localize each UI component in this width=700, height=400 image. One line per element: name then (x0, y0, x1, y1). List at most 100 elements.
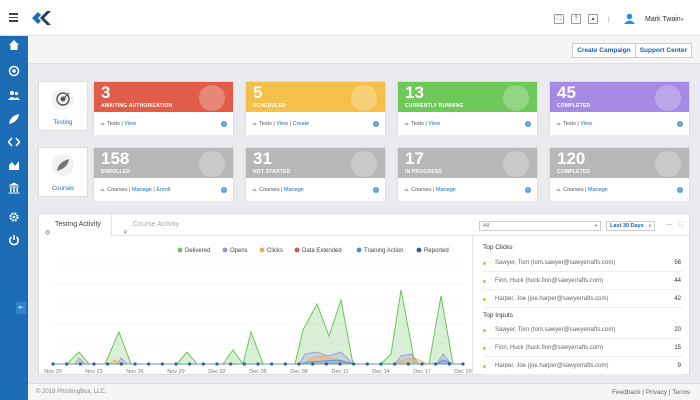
card-count: 5 (253, 83, 263, 102)
info-icon[interactable]: i (373, 121, 379, 127)
card-link[interactable]: View (428, 121, 441, 127)
code-icon[interactable] (8, 136, 20, 148)
courses-icon: ❧ (252, 122, 258, 128)
card-footer: ❧ Tests | View | Create i (246, 112, 385, 135)
fullscreen-icon[interactable]: ⛶ (554, 14, 564, 24)
card-header: 45 COMPLETED (550, 82, 689, 112)
footer-links: Feedback | Privacy | Terms (611, 389, 690, 396)
testing-card[interactable]: 3 AWAITING AUTHORIZATION ❧ Tests | View i (93, 81, 234, 135)
list-item-count: 56 (674, 260, 681, 266)
user-name[interactable]: Mark Twain (645, 16, 681, 23)
create-campaign-button[interactable]: Create Campaign (577, 47, 631, 54)
activity-chart: Delivered Opens Clicks Data Extended Trainin… (39, 236, 473, 376)
card-link[interactable]: Manage (283, 187, 304, 193)
watermark-icon (351, 151, 377, 177)
testing-card[interactable]: 5 SCHEDULED ❧ Tests | View | Create i (245, 81, 386, 135)
info-icon[interactable]: i (525, 121, 531, 127)
tab-testing-activity[interactable]: ◎ Testing Activity (39, 214, 112, 236)
card-link[interactable]: Create (292, 121, 310, 127)
list-item-name: Finn, Huck (huck.finn@sawyerrafts.com) (495, 278, 604, 284)
privacy-link[interactable]: Privacy (645, 389, 668, 396)
courses-section-label[interactable]: Courses (38, 147, 88, 197)
data-point (270, 362, 274, 366)
card-count: 120 (557, 149, 586, 168)
terms-link[interactable]: Terms (672, 389, 690, 396)
card-link[interactable]: View (124, 121, 137, 127)
x-tick-label: Dec 14 (372, 369, 389, 375)
expand-icon[interactable]: ⛶ (679, 222, 684, 228)
card-footer: ❧ Courses | Manage i (246, 178, 385, 201)
help-icon[interactable]: ? (571, 14, 581, 24)
courses-icon[interactable] (8, 113, 20, 125)
card-links: Tests | View (107, 121, 137, 127)
reports-icon[interactable] (8, 159, 20, 171)
filter-select[interactable]: All ▼ (479, 221, 601, 231)
data-point (406, 362, 410, 366)
data-point (283, 362, 287, 366)
card-footer: ❧ Courses | Manage i (398, 178, 537, 201)
courses-card[interactable]: 17 IN PROGRESS ❧ Courses | Manage i (397, 147, 538, 201)
settings-icon[interactable] (8, 211, 20, 223)
testing-card[interactable]: 13 CURRENTLY RUNNING ❧ Tests | View i (397, 81, 538, 135)
card-link[interactable]: Manage (435, 187, 456, 193)
card-link[interactable]: Manage (131, 187, 152, 193)
list-item[interactable]: Harper, Joe (joe.harper@sawyerrafts.com)… (483, 292, 683, 308)
list-item[interactable]: Finn, Huck (huck.finn@sawyerrafts.com) 15 (483, 341, 683, 357)
dashboard-icon[interactable] (8, 39, 20, 51)
top-lists: Top Clicks Sawyer, Tom (tom.sawyer@sawye… (475, 236, 691, 376)
date-range-select[interactable]: Last 30 Days ▼ (606, 221, 655, 231)
list-item[interactable]: Harper, Joe (joe.harper@sawyerrafts.com)… (483, 359, 683, 375)
collapse-icon[interactable]: ⇤ (16, 302, 26, 314)
data-point (338, 362, 342, 366)
testing-card[interactable]: 45 COMPLETED ❧ Tests | View i (549, 81, 690, 135)
data-point (188, 362, 192, 366)
card-links: Tests | View (411, 121, 441, 127)
card-header: 120 COMPLETED (550, 148, 689, 178)
logo-icon[interactable] (32, 11, 52, 25)
institution-icon[interactable] (8, 182, 20, 194)
target-icon[interactable] (8, 65, 20, 77)
card-footer: ❧ Tests | View i (398, 112, 537, 135)
x-tick-label: Dec 20 (454, 369, 471, 375)
card-count: 17 (405, 149, 424, 168)
feedback-link[interactable]: Feedback (611, 389, 641, 396)
list-item[interactable]: Finn, Huck (huck.finn@sawyerrafts.com) 44 (483, 274, 683, 290)
courses-card[interactable]: 120 COMPLETED ❧ Courses | Manage i (549, 147, 690, 201)
card-header: 17 IN PROGRESS (398, 148, 537, 178)
chevron-down-icon[interactable]: ▾ (681, 17, 684, 23)
tab-course-activity[interactable]: ❦ Course Activity (117, 214, 189, 236)
users-icon[interactable] (8, 89, 20, 101)
courses-icon: ❧ (404, 188, 410, 194)
x-tick-label: Nov 29 (167, 369, 184, 375)
courses-icon (52, 154, 74, 176)
card-link[interactable]: View (580, 121, 593, 127)
courses-card[interactable]: 158 ENROLLED ❧ Courses | Manage | Enroll i (93, 147, 234, 201)
card-link[interactable]: View (276, 121, 289, 127)
info-icon[interactable]: i (677, 121, 683, 127)
card-link[interactable]: Manage (587, 187, 608, 193)
list-item[interactable]: Sawyer, Tom (tom.sawyer@sawyerrafts.com)… (483, 256, 683, 272)
minimize-icon[interactable]: — (666, 222, 672, 228)
menu-icon[interactable] (9, 13, 18, 22)
x-tick-label: Dec 08 (290, 369, 307, 375)
card-links: Courses | Manage (563, 187, 608, 193)
info-icon[interactable]: i (525, 187, 531, 193)
alert-icon[interactable]: ▴ (588, 14, 598, 24)
card-link[interactable]: Enroll (156, 187, 171, 193)
support-center-button[interactable]: Support Center (634, 44, 691, 57)
info-icon[interactable]: i (221, 121, 227, 127)
info-icon[interactable]: i (221, 187, 227, 193)
legend-marker (177, 247, 183, 253)
courses-icon: ❧ (100, 122, 106, 128)
list-item[interactable]: Sawyer, Tom (tom.sawyer@sawyerrafts.com)… (483, 323, 683, 339)
info-icon[interactable]: i (677, 187, 683, 193)
power-icon[interactable] (8, 234, 20, 246)
activity-panel: ◎ Testing Activity ❦ Course Activity All… (38, 213, 691, 376)
user-icon[interactable] (624, 13, 635, 24)
courses-card[interactable]: 31 NOT STARTED ❧ Courses | Manage i (245, 147, 386, 201)
testing-section-label[interactable]: Testing (38, 81, 88, 131)
card-title: AWAITING AUTHORIZATION (101, 103, 173, 109)
info-icon[interactable]: i (373, 187, 379, 193)
x-tick-label: Dec 11 (331, 369, 348, 375)
tab-course-activity-label: Course Activity (133, 221, 180, 228)
